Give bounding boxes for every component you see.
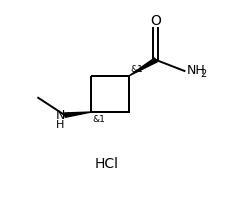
Text: &1: &1	[130, 65, 143, 74]
Text: &1: &1	[92, 115, 105, 124]
Text: H: H	[56, 119, 64, 129]
Text: NH: NH	[187, 64, 206, 76]
Text: N: N	[55, 108, 65, 121]
Polygon shape	[129, 59, 158, 76]
Text: O: O	[150, 14, 161, 28]
Text: 2: 2	[200, 69, 207, 79]
Text: HCl: HCl	[95, 156, 119, 170]
Polygon shape	[64, 112, 91, 118]
